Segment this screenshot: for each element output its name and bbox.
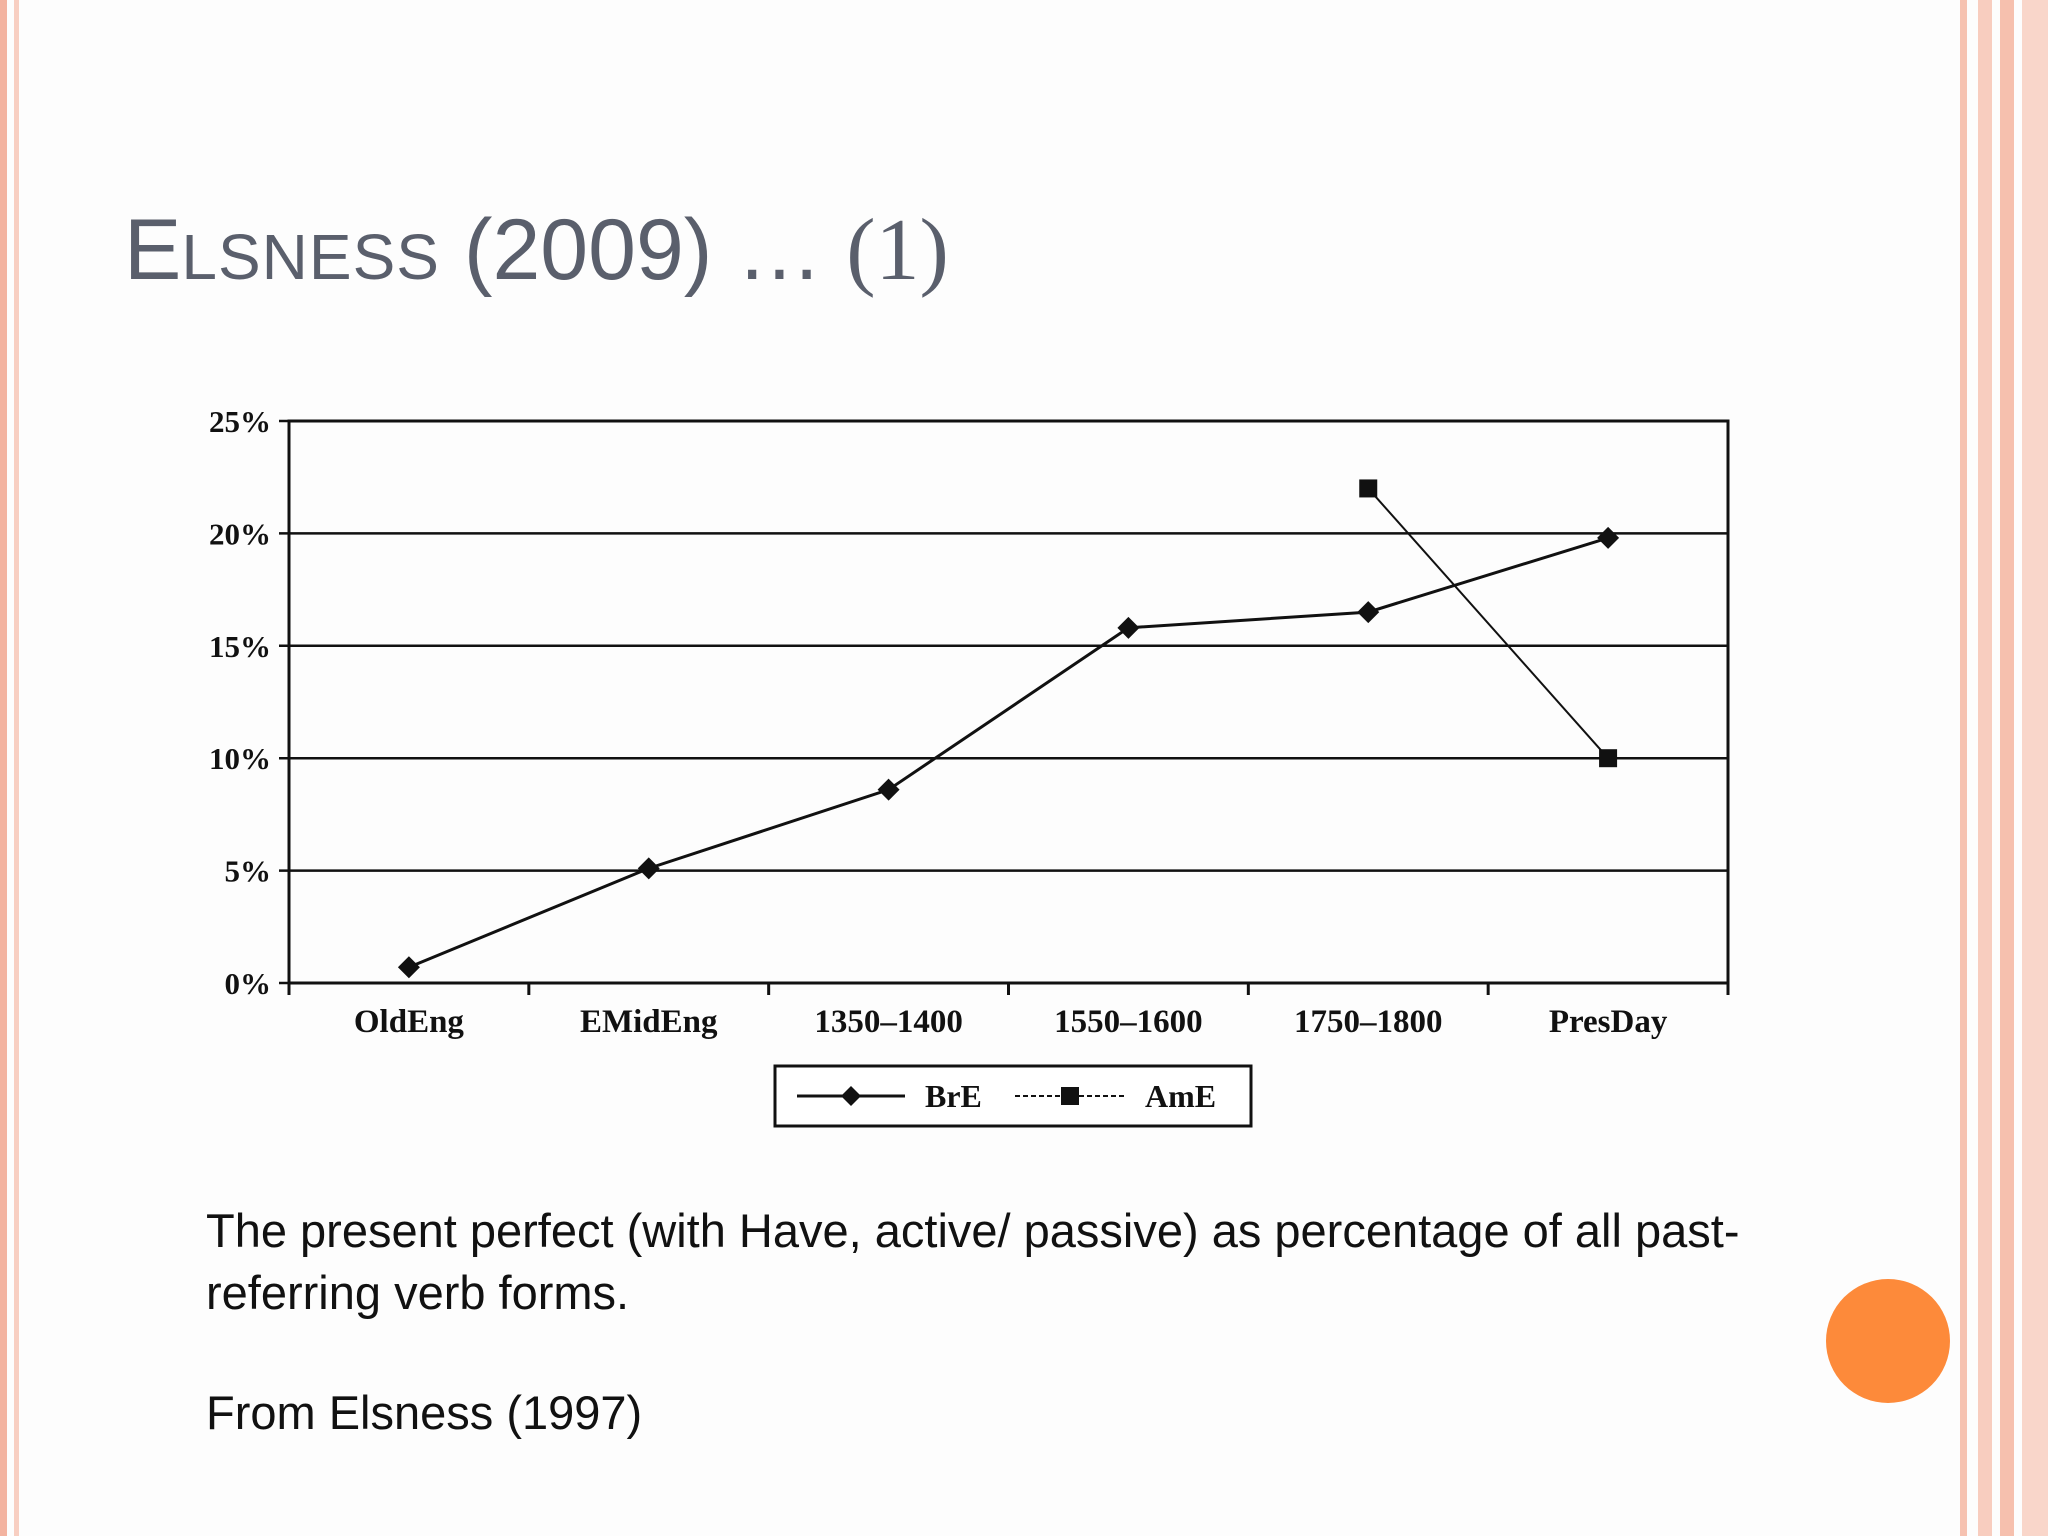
legend-label-ame: AmE (1145, 1078, 1216, 1114)
chart-caption: The present perfect (with Have, active/ … (206, 1204, 1740, 1319)
x-tick-label: PresDay (1549, 1004, 1668, 1040)
legend-marker-bre (841, 1086, 861, 1106)
y-axis-labels: 0% 5% 10% 15% 20% 25% (209, 404, 271, 1001)
plot-frame (287, 419, 1730, 985)
legend-marker-ame (1061, 1087, 1079, 1105)
series-markers (397, 479, 1620, 979)
data-point-bre (877, 778, 900, 801)
decorative-circle (1826, 1279, 1950, 1403)
x-tick-label: 1750–1800 (1294, 1004, 1443, 1040)
left-border-stripe (0, 0, 7, 1536)
title-initial: E (124, 202, 182, 298)
x-tick-label: OldEng (354, 1004, 465, 1040)
y-tick-label: 20% (209, 516, 271, 551)
x-tick-label: 1350–1400 (814, 1004, 963, 1040)
grid-lines (279, 419, 1730, 985)
series-lines (408, 487, 1609, 969)
data-point-bre (1117, 616, 1140, 639)
y-tick-label: 25% (209, 404, 271, 439)
title-smallcaps: LSNESS (181, 221, 440, 293)
y-tick-label: 5% (225, 854, 272, 889)
y-tick-label: 15% (209, 629, 271, 664)
right-border-stripe (2000, 0, 2014, 1536)
y-tick-label: 0% (225, 966, 272, 1001)
right-border-stripe (1978, 0, 1992, 1536)
data-point-ame (1599, 749, 1618, 768)
series-line-ame (1367, 487, 1609, 759)
line-chart: 0% 5% 10% 15% 20% 25% OldEng EMidEng 1350–1400 1… (209, 404, 1730, 1128)
slide-title: ELSNESS (2009) … (1) (124, 200, 949, 301)
legend: BrE AmE (773, 1064, 1253, 1128)
data-point-ame (1359, 479, 1378, 498)
right-border-stripe (1960, 0, 1967, 1536)
series-line-bre (408, 536, 1609, 969)
left-border-stripe-inner (14, 0, 19, 1536)
y-tick-label: 10% (209, 741, 271, 776)
data-point-bre (637, 857, 660, 880)
legend-label-bre: BrE (925, 1078, 982, 1114)
title-number: (1) (846, 202, 949, 299)
x-tick-label: 1550–1600 (1054, 1004, 1203, 1040)
source-note: From Elsness (1997) (206, 1386, 643, 1439)
data-point-bre (1597, 526, 1620, 549)
right-border-stripe (2022, 0, 2048, 1536)
data-point-bre (1357, 601, 1380, 624)
x-axis: OldEng EMidEng 1350–1400 1550–1600 1750–1800… (287, 983, 1730, 1040)
data-point-bre (397, 956, 420, 979)
x-tick-label: EMidEng (580, 1004, 718, 1040)
title-year: (2009) … (439, 202, 847, 298)
